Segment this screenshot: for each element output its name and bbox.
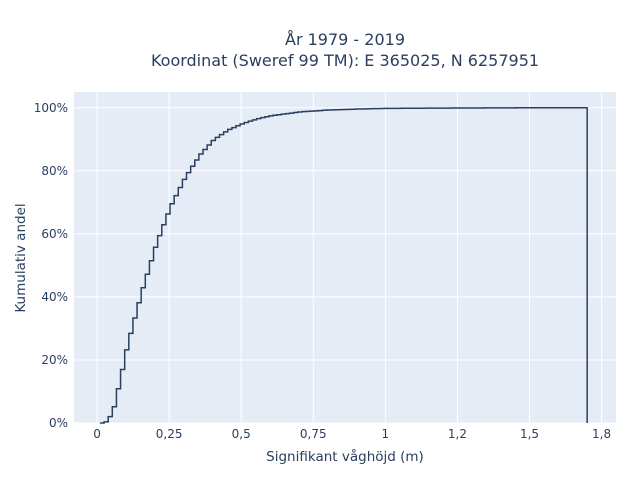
y-tick-label: 60% [41,227,68,241]
x-tick-label: 1,5 [520,427,539,441]
x-tick-label: 0,75 [300,427,327,441]
series-group [99,107,588,424]
x-tick-label: 1,2 [448,427,467,441]
x-tick-label: 1 [382,427,390,441]
y-tick-label: 40% [41,290,68,304]
x-tick-label: 0,25 [156,427,183,441]
chart-title: År 1979 - 2019 [285,30,405,49]
y-tick-label: 0% [49,416,68,430]
x-axis-ticks: 0 0,25 0,5 0,75 1 1,2 1,5 1,8 [93,427,611,441]
y-tick-label: 20% [41,353,68,367]
x-tick-label: 0,5 [232,427,251,441]
plot-area [74,92,616,423]
y-tick-label: 80% [41,164,68,178]
x-tick-label: 0 [93,427,101,441]
cdf-step-line [99,107,588,424]
y-axis-title: Kumulativ andel [13,203,29,312]
y-axis-ticks: 0% 20% 40% 60% 80% 100% [34,101,68,430]
x-tick-label: 1,8 [592,427,611,441]
chart-subtitle: Koordinat (Sweref 99 TM): E 365025, N 62… [151,51,539,70]
y-tick-label: 100% [34,101,68,115]
x-axis-title: Signifikant våghöjd (m) [266,448,424,465]
